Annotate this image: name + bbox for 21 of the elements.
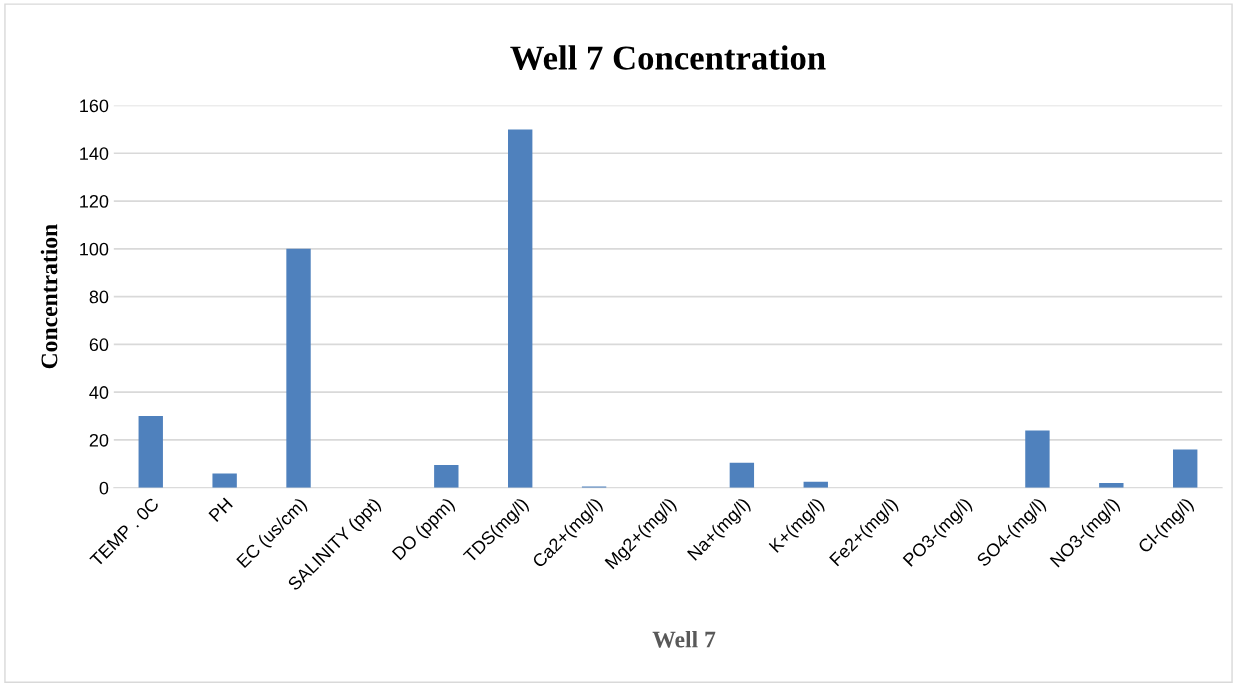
bar <box>138 416 163 488</box>
y-tick-label: 60 <box>89 338 109 352</box>
bar <box>508 129 533 488</box>
bar <box>434 465 459 488</box>
y-tick-label: 80 <box>89 290 109 304</box>
y-tick-label: 0 <box>99 481 109 495</box>
y-tick-label: 120 <box>80 194 109 208</box>
y-tick-label: 20 <box>89 433 109 447</box>
y-tick-label: 100 <box>80 242 109 256</box>
y-axis-title: Concentration <box>40 224 58 369</box>
x-tick-label: PH <box>208 497 233 522</box>
bar <box>1025 430 1050 488</box>
bar <box>286 248 311 488</box>
y-tick-label: 160 <box>80 99 109 113</box>
chart-title: Well 7 Concentration <box>510 45 826 70</box>
x-axis-title: Well 7 <box>652 630 716 648</box>
bar <box>729 462 755 488</box>
y-tick-label: 140 <box>80 147 109 160</box>
bar <box>212 473 237 488</box>
bar <box>1173 449 1198 488</box>
y-tick-label: 40 <box>89 386 109 399</box>
